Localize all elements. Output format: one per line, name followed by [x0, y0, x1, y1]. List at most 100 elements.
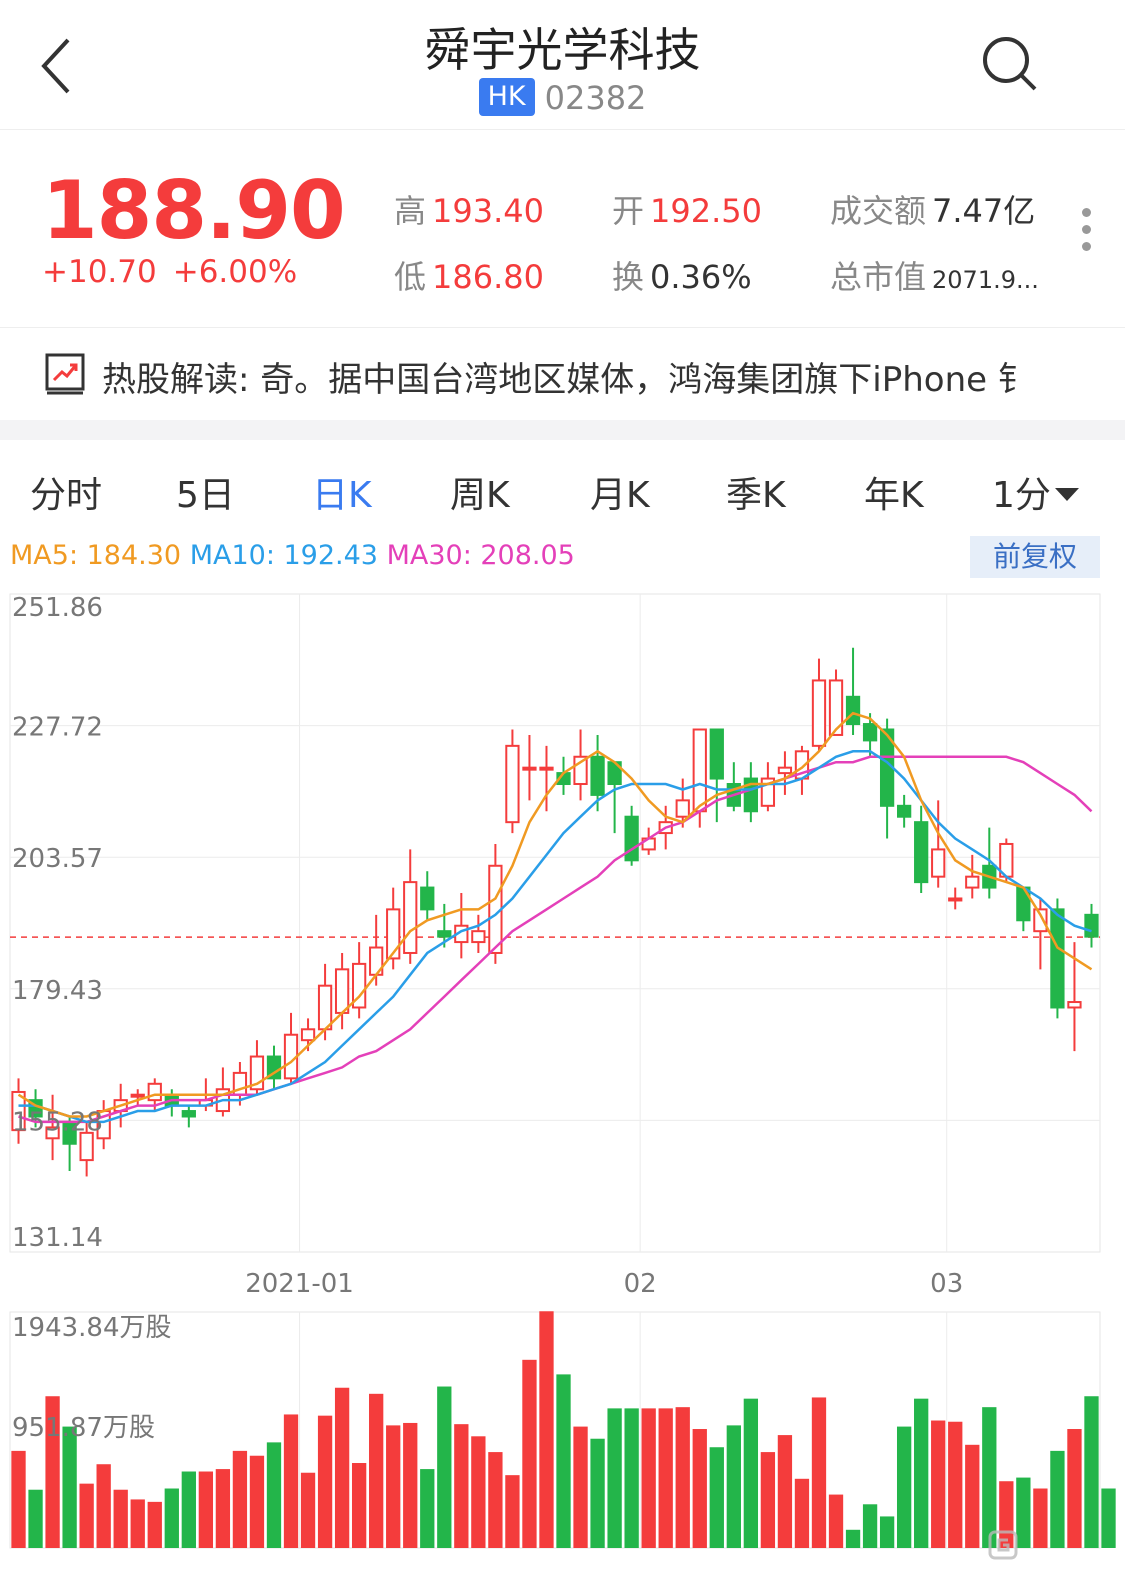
- price-adjust-button[interactable]: 前复权: [970, 536, 1100, 578]
- search-icon[interactable]: [980, 34, 1040, 94]
- volume-bar: [11, 1450, 26, 1548]
- candle-body: [862, 723, 878, 742]
- more-icon[interactable]: [1082, 208, 1092, 260]
- tab-intraday[interactable]: 分时: [30, 475, 103, 516]
- volume-bar: [147, 1501, 162, 1548]
- hot-stock-news[interactable]: 热股解读: 奇。据中国台湾地区媒体，鸿海集团旗下iPhone 钅: [0, 328, 1125, 420]
- candle-body: [317, 984, 333, 1031]
- watermark-logo: [988, 1530, 1108, 1564]
- low-value: 186.80: [432, 258, 544, 296]
- candle-body: [1067, 1001, 1082, 1009]
- volume-bar: [760, 1452, 776, 1548]
- y-tick-label: 155.28: [12, 1107, 103, 1137]
- volume-bar: [914, 1398, 929, 1548]
- volume-bar: [266, 1442, 282, 1548]
- volume-bar: [164, 1488, 179, 1548]
- back-icon[interactable]: [38, 38, 78, 94]
- volume-bar: [794, 1478, 810, 1548]
- ma10-line: [18, 750, 1092, 1124]
- candle-body: [334, 968, 350, 1014]
- candle-body: [403, 881, 418, 954]
- turnover-stat: 换 0.36%: [612, 252, 752, 298]
- tab-monthly-k[interactable]: 月K: [590, 475, 650, 516]
- ma5-line: [17, 711, 1093, 1118]
- tab-quarterly-k[interactable]: 季K: [726, 475, 786, 516]
- volume-bar: [522, 1359, 537, 1548]
- volume-bar: [726, 1425, 741, 1548]
- top-bar: 舜宇光学科技 HK 02382: [0, 0, 1125, 130]
- volume-bar: [845, 1529, 861, 1548]
- candle-body: [505, 744, 520, 824]
- change-percent: +6.00%: [172, 254, 298, 290]
- volume-bar: [130, 1499, 145, 1548]
- high-stat: 高 193.40: [394, 186, 544, 232]
- volume-bar: [249, 1455, 265, 1548]
- volume-bar: [113, 1489, 128, 1548]
- candle-body: [692, 728, 707, 813]
- stock-name: 舜宇光学科技: [424, 23, 701, 77]
- candle-body: [181, 1110, 196, 1118]
- tab-weekly-k[interactable]: 周K: [450, 475, 510, 516]
- volume-bar: [79, 1483, 94, 1548]
- volume-bar: [1101, 1488, 1116, 1548]
- volume-bar: [965, 1444, 980, 1548]
- turnover-value: 0.36%: [650, 258, 752, 296]
- volume-bar: [743, 1398, 759, 1548]
- volume-bar: [948, 1421, 963, 1548]
- volume-bar: [862, 1504, 878, 1548]
- turnover-label: 换: [612, 258, 645, 296]
- y-tick-label: 131.14: [12, 1223, 103, 1253]
- amount-value: 7.47亿: [932, 192, 1036, 230]
- candle-body: [539, 766, 554, 771]
- volume-bar: [471, 1436, 486, 1548]
- market-cap-value: 2071.9...: [932, 266, 1039, 294]
- tab-5day[interactable]: 5日: [176, 475, 235, 516]
- news-text: 热股解读: 奇。据中国台湾地区媒体，鸿海集团旗下iPhone 钅: [102, 352, 1062, 401]
- ma5-value: MA5: 184.30: [10, 540, 182, 571]
- volume-bar: [62, 1426, 77, 1548]
- ma10-value: MA10: 192.43: [189, 540, 378, 571]
- candle-body: [828, 679, 844, 736]
- candle-body: [1050, 908, 1065, 1009]
- amount-label: 成交额: [830, 192, 927, 230]
- tab-yearly-k[interactable]: 年K: [864, 475, 924, 516]
- amount-stat: 成交额 7.47亿: [830, 186, 1035, 232]
- x-tick-label: 03: [930, 1269, 963, 1299]
- volume-bar: [28, 1489, 43, 1548]
- volume-bar: [982, 1407, 997, 1548]
- last-price: 188.90: [42, 164, 346, 257]
- volume-bar: [573, 1426, 588, 1548]
- y-tick-label: 227.72: [12, 713, 103, 743]
- open-stat: 开 192.50: [612, 186, 762, 232]
- stock-code-line: HK 02382: [0, 78, 1125, 117]
- candle-body: [965, 875, 980, 889]
- candle-body: [845, 695, 861, 726]
- candle-body: [420, 886, 435, 911]
- candle-body: [386, 908, 401, 960]
- low-label: 低: [394, 258, 427, 296]
- candle-body: [300, 1028, 316, 1042]
- candle-body: [437, 930, 452, 938]
- tab-minute-dropdown[interactable]: 1分: [992, 466, 1079, 518]
- candle-body: [471, 930, 486, 944]
- ma-legend: MA5: 184.30 MA10: 192.43 MA30: 208.05: [10, 540, 575, 571]
- candle-body: [897, 804, 912, 818]
- low-stat: 低 186.80: [394, 252, 544, 298]
- volume-bar: [879, 1516, 895, 1548]
- candle-body: [590, 755, 605, 796]
- candle-body: [743, 777, 758, 813]
- candle-body: [11, 1090, 26, 1132]
- candle-body: [130, 1093, 145, 1098]
- period-tabs: 分时 5日 日K 周K 月K 季K 年K 1分: [0, 440, 1125, 535]
- candle-body: [147, 1082, 162, 1102]
- stock-code: 02382: [544, 79, 647, 117]
- candle-body: [777, 766, 793, 775]
- volume-bar: [1084, 1396, 1099, 1548]
- volume-bar: [709, 1447, 724, 1548]
- y-tick-label: 203.57: [12, 844, 103, 874]
- candle-body: [624, 815, 639, 862]
- volume-bar: [777, 1435, 793, 1548]
- news-body: 奇。据中国台湾地区媒体，鸿海集团旗下iPhone 钅: [260, 360, 1032, 400]
- tab-daily-k[interactable]: 日K: [312, 475, 372, 516]
